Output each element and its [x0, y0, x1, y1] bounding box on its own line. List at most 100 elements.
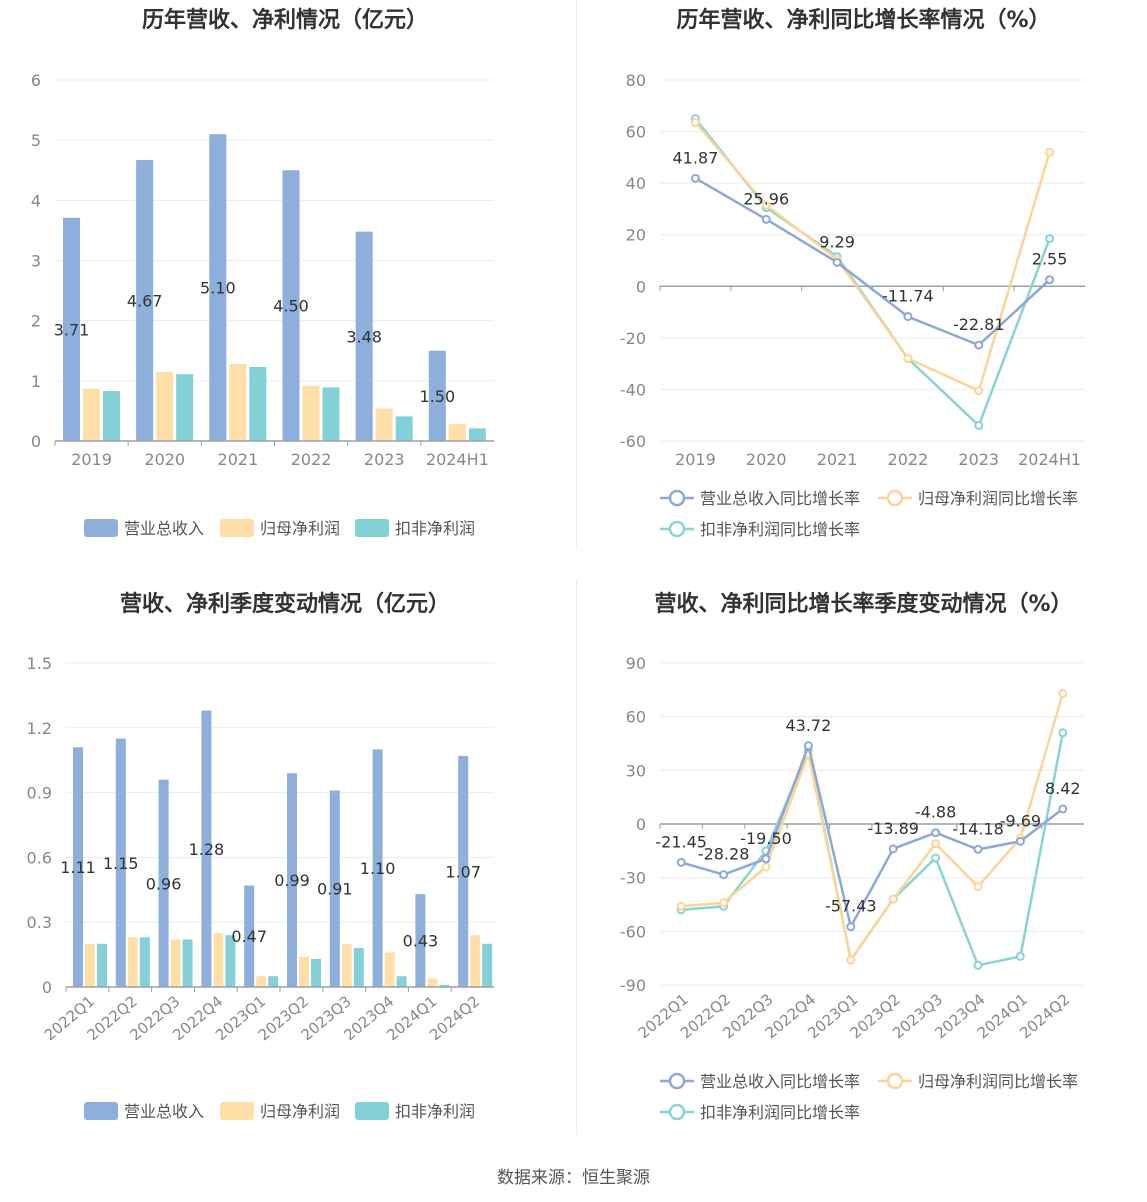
data-label: -11.74 [882, 287, 934, 306]
data-label: 0.96 [146, 874, 182, 893]
legend-label: 归母净利润同比增长率 [918, 1072, 1078, 1091]
legend-marker [886, 489, 904, 507]
y-tick-label: 60 [626, 708, 646, 727]
data-label: 0.99 [274, 871, 310, 890]
chart-title: 营收、净利季度变动情况（亿元） [119, 592, 450, 617]
annual-bar-chart: 0 1 2 3 4 5 6 2019 3.71 2020 4.67 2021 5.10 2022 4.50 2… [31, 71, 494, 538]
data-point [931, 853, 941, 863]
y-tick-label: -90 [620, 976, 646, 995]
legend-label: 扣非净利润同比增长率 [700, 1103, 860, 1122]
data-point [1058, 804, 1068, 814]
legend-label: 归母净利润 [260, 519, 340, 538]
data-label: -28.28 [698, 845, 750, 864]
data-point [761, 200, 771, 210]
legend-label: 营业总收入 [124, 519, 204, 538]
y-tick-label: 1.2 [27, 719, 52, 738]
data-label: 1.11 [60, 858, 96, 877]
y-tick-label: -20 [620, 329, 646, 348]
data-label: 1.07 [445, 862, 481, 881]
bar [395, 416, 413, 441]
chart-title: 营收、净利同比增长率季度变动情况（%） [654, 592, 1073, 617]
bar [282, 170, 300, 441]
bar [97, 943, 107, 987]
legend-marker [668, 1072, 686, 1090]
legend-marker [886, 1072, 904, 1090]
bar [170, 939, 181, 987]
bar [156, 371, 174, 441]
data-label: -19.50 [740, 829, 792, 848]
data-label: -13.89 [867, 819, 919, 838]
bar [311, 958, 321, 987]
data-point [690, 118, 700, 128]
bar [176, 374, 194, 441]
data-label: 0.91 [317, 880, 353, 899]
bar [229, 363, 247, 441]
y-tick-label: 30 [626, 761, 646, 780]
data-point [1045, 275, 1055, 285]
y-tick-label: 6 [31, 71, 41, 90]
series-line [680, 741, 1064, 931]
bar [329, 790, 340, 987]
quarter-growth-chart: -90-60-3003060902022Q12022Q22022Q32022Q4… [620, 654, 1084, 1122]
bar [302, 385, 320, 441]
quarter-bar-chart: 00.30.60.91.21.52022Q11.112022Q21.152022… [27, 654, 494, 1121]
bar [127, 937, 138, 987]
data-point [973, 844, 983, 854]
legend-label: 营业总收入同比增长率 [700, 1072, 860, 1091]
data-label: 4.67 [127, 292, 163, 311]
data-point [803, 741, 813, 751]
bar [355, 231, 373, 441]
bar [249, 366, 267, 441]
legend-swatch [84, 519, 118, 537]
x-tick-label: 2020 [144, 450, 185, 469]
x-tick-label: 2023 [364, 450, 405, 469]
y-tick-label: -40 [620, 380, 646, 399]
data-label: 2.55 [1032, 250, 1068, 269]
bar [225, 935, 236, 987]
data-label: -57.43 [825, 897, 877, 916]
data-label: -14.18 [952, 819, 1004, 838]
y-tick-label: 60 [626, 123, 646, 142]
data-point [931, 839, 941, 849]
legend-label: 归母净利润同比增长率 [918, 489, 1078, 508]
bar [341, 943, 352, 987]
x-tick-label: 2021 [817, 450, 858, 469]
data-label: -9.69 [1000, 811, 1041, 830]
legend-swatch [220, 519, 254, 537]
bar [415, 894, 426, 987]
data-point [690, 173, 700, 183]
series-line [694, 121, 1051, 393]
legend-marker [668, 520, 686, 538]
x-tick-label: 2019 [675, 450, 716, 469]
data-point [761, 862, 771, 872]
data-point [973, 960, 983, 970]
y-tick-label: 0 [636, 815, 646, 834]
data-point [903, 312, 913, 322]
legend-swatch [355, 519, 389, 537]
panel-divider-top [576, 0, 577, 550]
legend-swatch [355, 1102, 389, 1120]
data-label: 25.96 [743, 189, 789, 208]
bar [115, 738, 126, 987]
series-line [694, 117, 1051, 428]
bar [482, 943, 493, 987]
bar [136, 160, 154, 441]
x-tick-label: 2022 [291, 450, 332, 469]
legend-label: 扣非净利润同比增长率 [700, 520, 860, 539]
chart-title: 历年营收、净利同比增长率情况（%） [676, 8, 1051, 33]
y-tick-label: -60 [620, 922, 646, 941]
bar [268, 976, 279, 987]
bar [375, 408, 393, 441]
bar [139, 937, 150, 987]
y-tick-label: 0.3 [27, 913, 52, 932]
bar [299, 956, 309, 987]
bar [158, 779, 169, 987]
data-point [676, 857, 686, 867]
bar [458, 755, 469, 987]
bar [244, 885, 255, 987]
bar [322, 387, 340, 441]
data-point [903, 353, 913, 363]
x-tick-label: 2023 [958, 450, 999, 469]
legend-swatch [220, 1102, 254, 1120]
annual-growth-chart: -60 -40 -20 0 20 40 60 80 2019 2020 2021 2022 2023 20… [620, 71, 1085, 539]
